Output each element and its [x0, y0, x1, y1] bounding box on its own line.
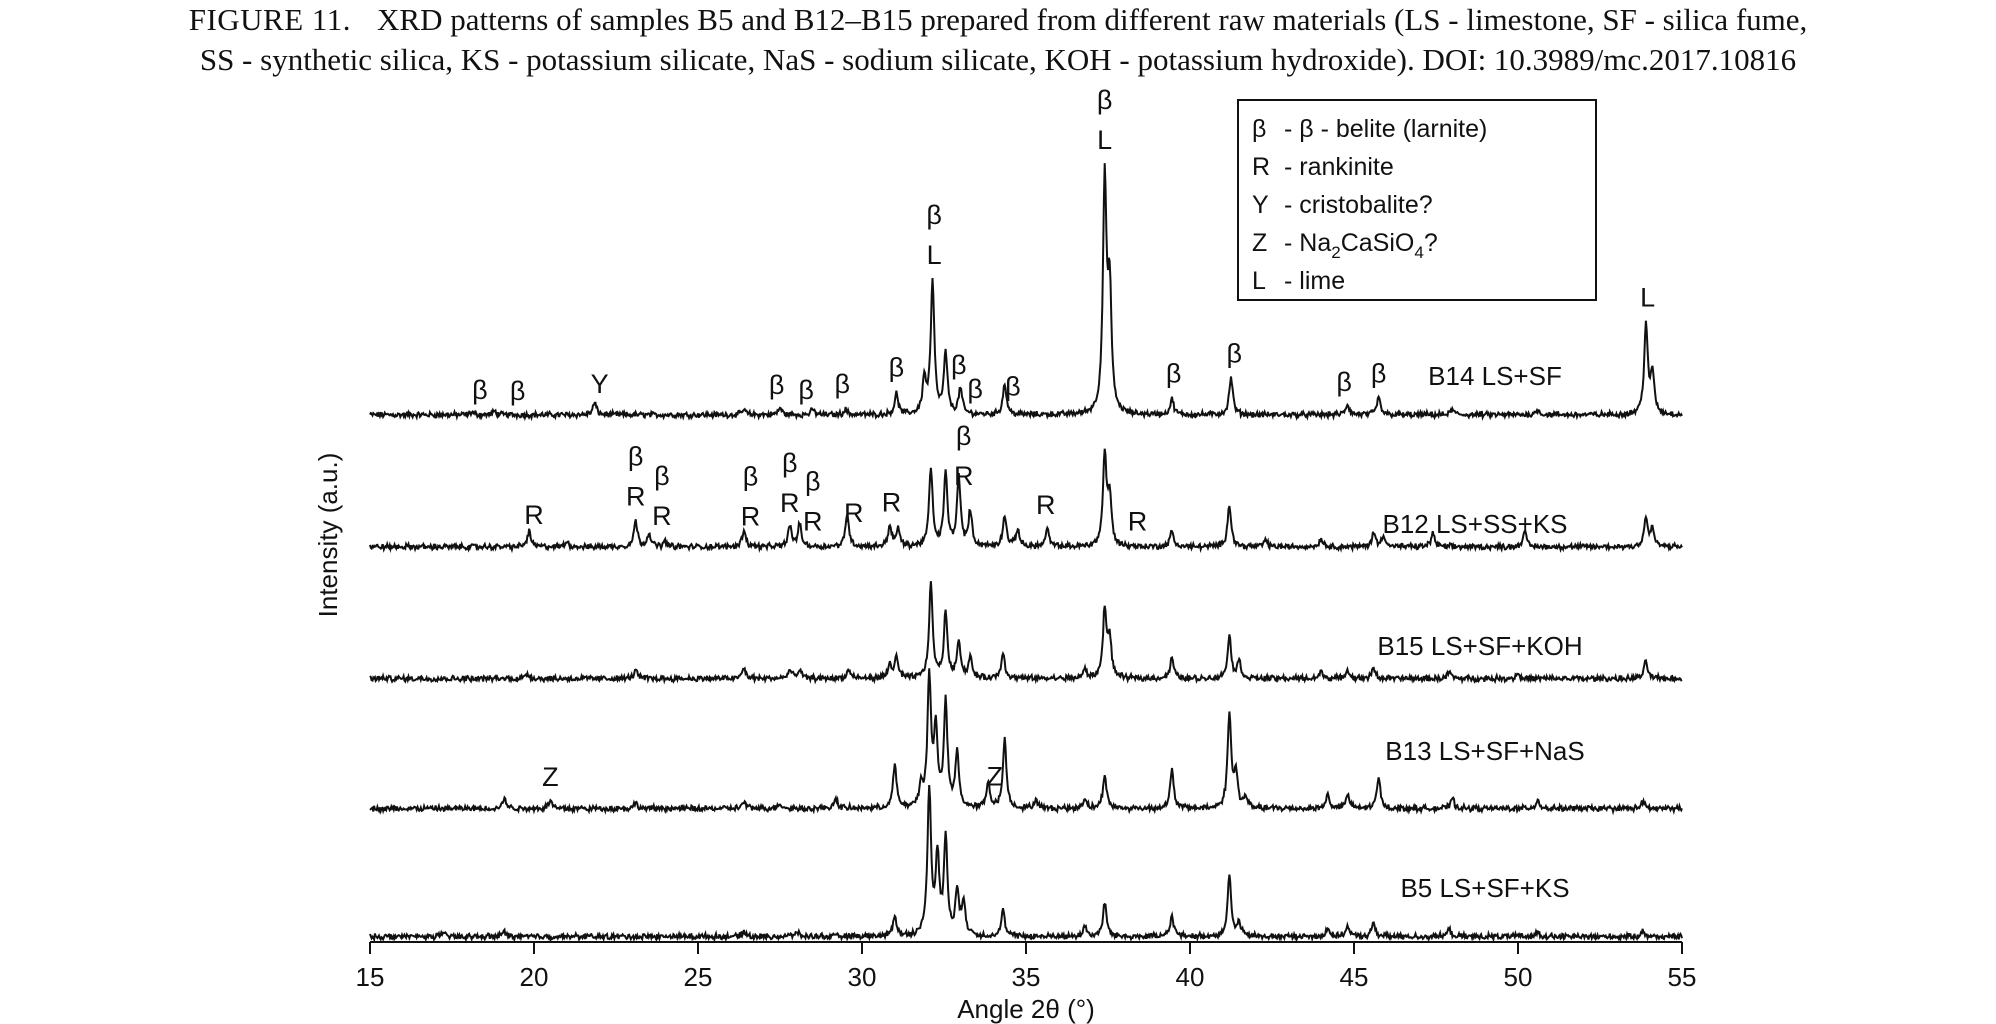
trace-b15-ls-sf-koh	[369, 581, 1683, 685]
peak-label: R	[844, 498, 864, 528]
caption-line-2: SS - synthetic silica, KS - potassium si…	[199, 42, 1797, 77]
legend-text-belite: - β - belite (larnite)	[1284, 115, 1487, 143]
series-label-b12-ls-ss-ks: B12 LS+SS+KS	[1382, 509, 1567, 539]
peak-label: R	[652, 501, 672, 531]
xrd-traces	[369, 163, 1683, 944]
peak-label: R	[882, 487, 902, 517]
peak-label: β	[782, 448, 798, 478]
figure-caption: FIGURE 11. XRD patterns of samples B5 and…	[0, 0, 1996, 80]
peak-label: β	[835, 369, 851, 399]
legend-text-na2casio4: - Na2CaSiO4?	[1284, 229, 1438, 262]
trace-b14-ls-sf	[369, 163, 1683, 422]
x-tick-label: 20	[520, 962, 549, 992]
peak-label: L	[1640, 283, 1655, 313]
peak-label: β	[1166, 359, 1182, 389]
legend-symbol-lime: L	[1252, 267, 1266, 295]
peak-label: R	[524, 500, 544, 530]
x-tick-label: 40	[1176, 962, 1205, 992]
x-tick-label: 45	[1340, 962, 1369, 992]
peak-label: β	[510, 376, 526, 406]
legend-text-rankinite: - rankinite	[1284, 153, 1394, 181]
legend: β - β - belite (larnite) R - rankinite Y…	[1237, 99, 1597, 301]
peak-label: β	[1336, 367, 1352, 397]
legend-na2casio4-sub2: 4	[1414, 243, 1423, 262]
peak-label: β	[769, 370, 785, 400]
caption-text-1: XRD patterns of samples B5 and B12–B15 p…	[377, 2, 1808, 37]
peak-label: β	[1097, 85, 1113, 115]
peak-label: β	[472, 375, 488, 405]
peak-label: β	[654, 461, 670, 491]
legend-symbol-belite: β	[1252, 115, 1266, 143]
x-tick-label: 35	[1012, 962, 1041, 992]
peak-label: R	[626, 481, 646, 511]
legend-symbol-na2casio4: Z	[1252, 229, 1267, 257]
peak-label: R	[1036, 490, 1056, 520]
peak-label: R	[741, 502, 761, 532]
legend-na2casio4-part2: CaSiO	[1341, 229, 1415, 257]
peak-label: R	[803, 506, 823, 536]
peak-label: L	[927, 240, 942, 270]
legend-text-cristobalite: - cristobalite?	[1284, 191, 1433, 219]
series-label-b15-ls-sf-koh: B15 LS+SF+KOH	[1377, 631, 1582, 661]
x-tick-label: 15	[356, 962, 385, 992]
series-label-b13-ls-sf-nas: B13 LS+SF+NaS	[1385, 736, 1584, 766]
peak-label: Z	[542, 762, 559, 792]
peak-label: β	[1371, 359, 1387, 389]
peak-label: β	[805, 466, 821, 496]
x-tick-label: 25	[684, 962, 713, 992]
legend-box	[1237, 99, 1597, 301]
x-tick-label: 30	[848, 962, 877, 992]
y-axis-label: Intensity (a.u.)	[313, 453, 343, 618]
series-label-b5-ls-sf-ks: B5 LS+SF+KS	[1400, 873, 1569, 903]
figure-label: FIGURE 11.	[188, 2, 352, 37]
peak-label: β	[926, 200, 942, 230]
peak-label: β	[889, 353, 905, 383]
trace-b12-ls-ss-ks	[369, 448, 1683, 554]
legend-text-lime: - lime	[1284, 267, 1345, 295]
peak-label: R	[1128, 506, 1148, 536]
x-axis: 15 20 25 30 35 40 45 50 55	[356, 941, 1697, 992]
peak-label: L	[1097, 125, 1112, 155]
peak-label: β	[628, 441, 644, 471]
legend-symbol-rankinite: R	[1252, 153, 1270, 181]
trace-b13-ls-sf-nas	[369, 668, 1683, 816]
peak-label: R	[954, 461, 974, 491]
peak-label: Y	[591, 369, 609, 399]
x-axis-label: Angle 2θ (°)	[957, 994, 1095, 1024]
series-labels: B14 LS+SF B12 LS+SS+KS B15 LS+SF+KOH B13 LS…	[1377, 361, 1584, 903]
legend-na2casio4-part1: - Na	[1284, 229, 1331, 257]
peak-label: β	[951, 350, 967, 380]
peak-label: Z	[987, 762, 1004, 792]
series-label-b14-ls-sf: B14 LS+SF	[1428, 361, 1562, 391]
peak-label: β	[743, 462, 759, 492]
legend-na2casio4-sub1: 2	[1331, 243, 1340, 262]
caption-line-1: FIGURE 11. XRD patterns of samples B5 and…	[0, 0, 1996, 40]
peak-label: β	[1005, 372, 1021, 402]
trace-b5-ls-sf-ks	[369, 784, 1683, 944]
peak-label: β	[967, 374, 983, 404]
peak-label: β	[956, 421, 972, 451]
x-tick-label: 50	[1504, 962, 1533, 992]
legend-symbol-cristobalite: Y	[1252, 191, 1269, 219]
peak-label: β	[1227, 339, 1243, 369]
x-tick-label: 55	[1668, 962, 1697, 992]
peak-label: R	[780, 488, 800, 518]
peak-label: β	[798, 375, 814, 405]
legend-na2casio4-part3: ?	[1424, 229, 1438, 257]
